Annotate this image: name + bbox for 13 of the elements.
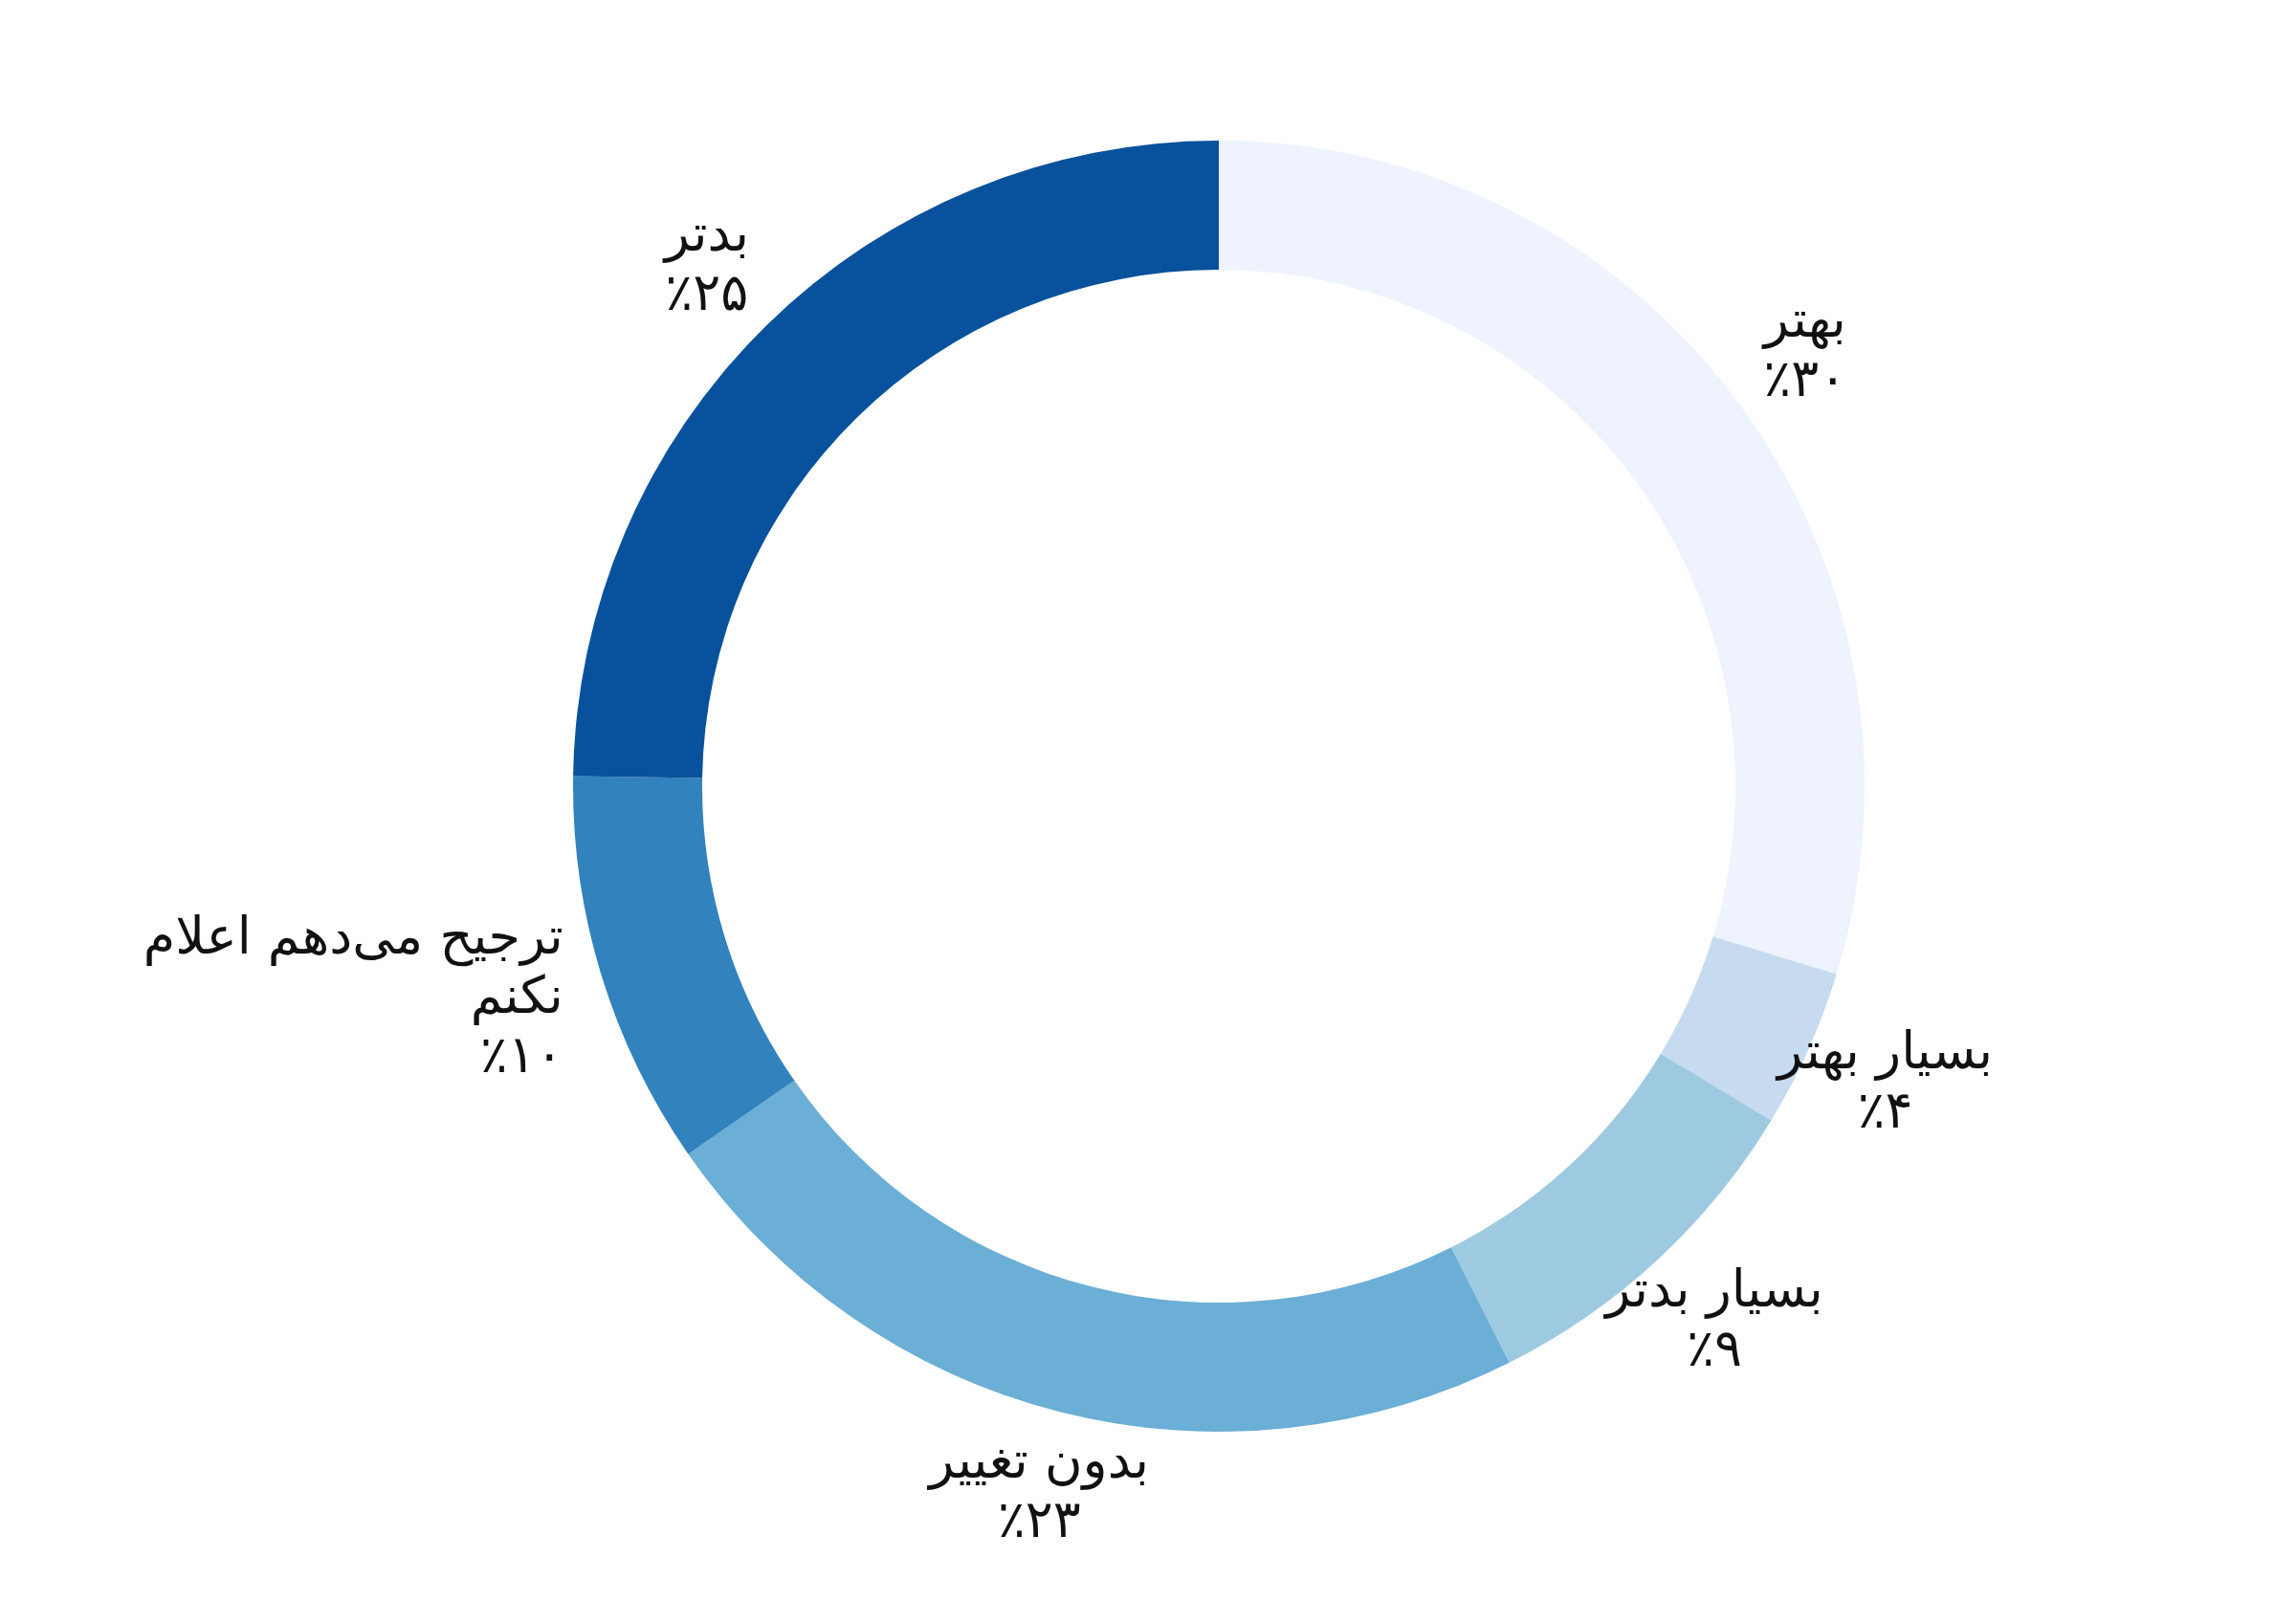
data-label: ٪۲۵ <box>665 262 749 323</box>
data-label: ٪۱۰ <box>479 1023 563 1085</box>
slice-label: بدون تغییر <box>926 1429 1150 1490</box>
donut-slice <box>688 1080 1510 1432</box>
slice-label: بسیار بدتر <box>1602 1258 1823 1319</box>
data-label: ٪۲۳ <box>997 1488 1081 1549</box>
donut-slice <box>573 776 795 1154</box>
donut-slice <box>1219 141 1865 975</box>
slice-label: ترجیح می‌دهم اعلام نکنم <box>143 905 563 1025</box>
slice-label: بهتر <box>1760 288 1846 349</box>
slice-label: بدتر <box>661 203 749 264</box>
slice-label: بسیار بهتر <box>1774 1020 1994 1081</box>
donut-slice <box>573 141 1219 779</box>
